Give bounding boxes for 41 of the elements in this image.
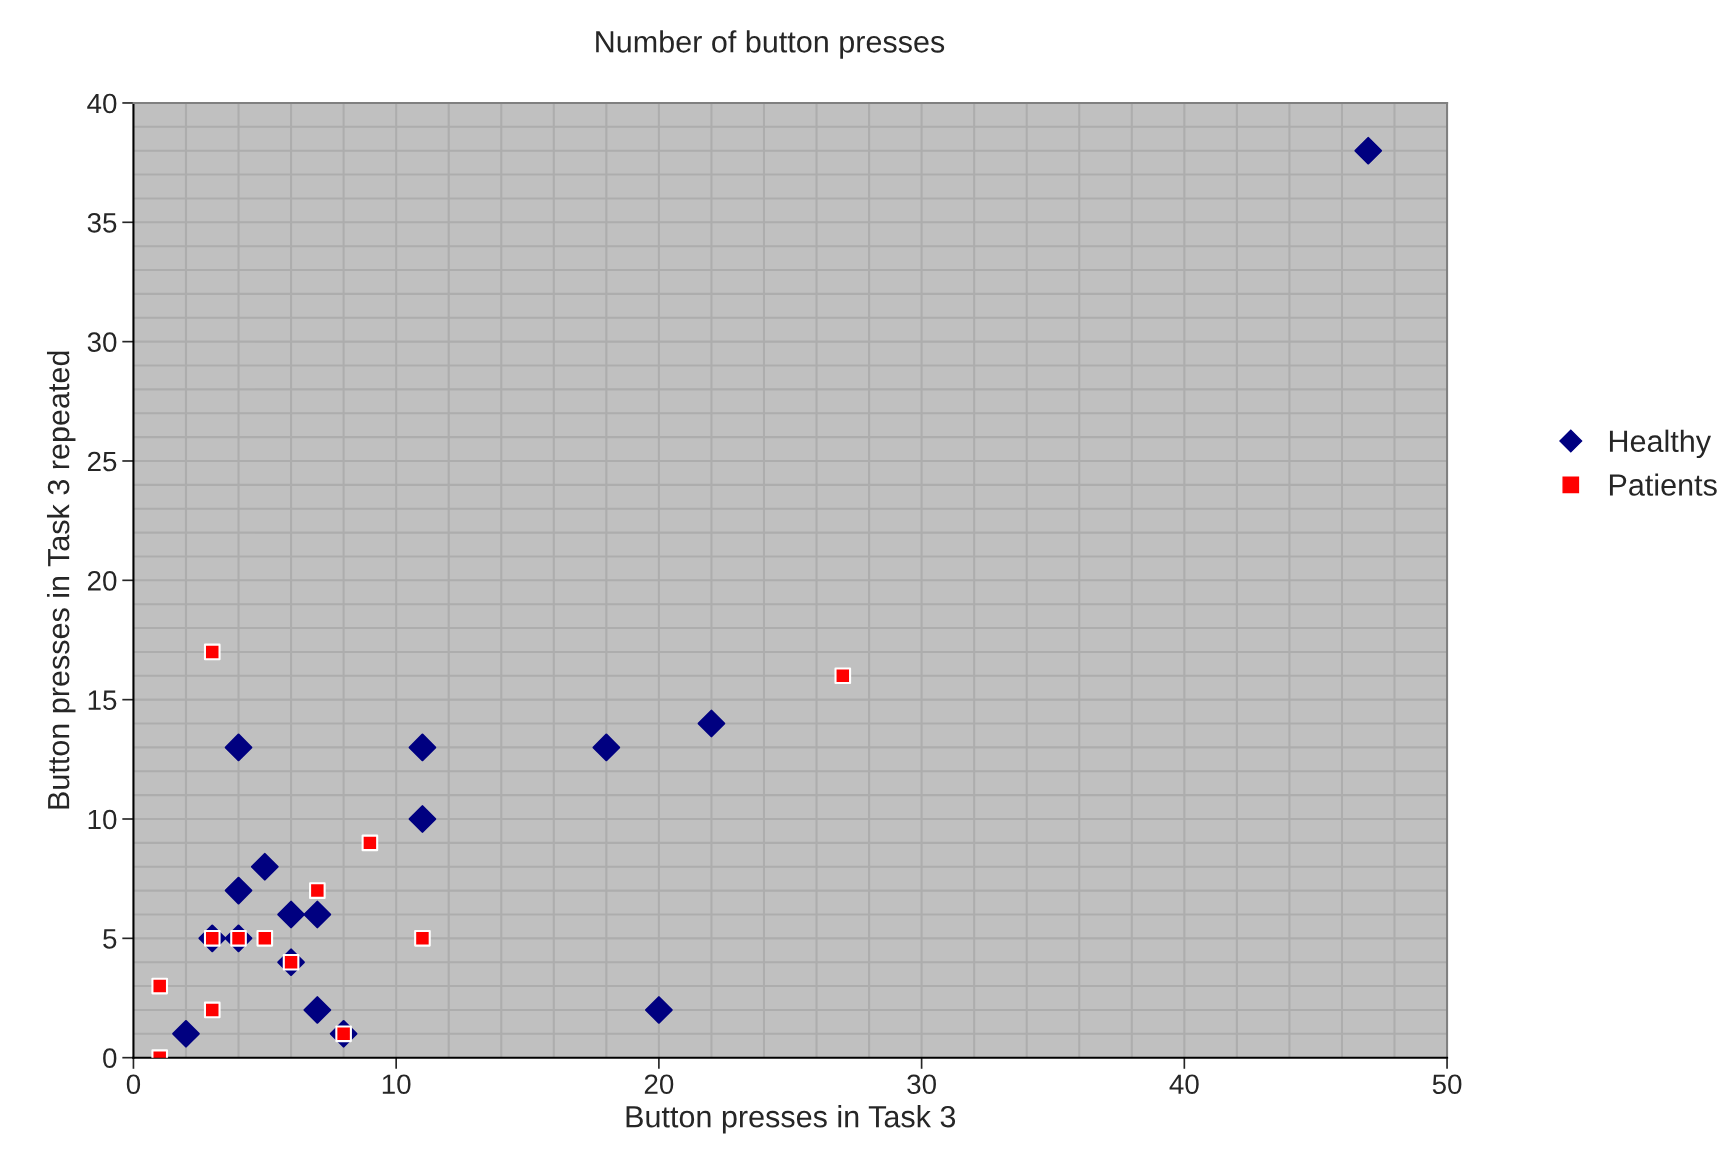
point	[309, 882, 326, 899]
y-tick-label: 20	[87, 570, 117, 591]
point	[151, 977, 169, 995]
x-tick-label: 20	[644, 1074, 674, 1095]
point	[303, 996, 332, 1024]
point	[408, 733, 437, 762]
point	[361, 834, 379, 852]
legend-label: Patients	[1609, 473, 1717, 496]
y-axis-title: Button presses in Task 3 repeated	[46, 351, 76, 809]
y-tick-label: 40	[87, 93, 117, 114]
point	[277, 900, 305, 929]
y-tick-label: 30	[87, 332, 117, 352]
point	[834, 667, 852, 685]
legend-label: Healthy	[1609, 429, 1711, 459]
point	[592, 733, 621, 762]
point	[172, 1019, 200, 1048]
y-tick-label: 35	[87, 212, 117, 233]
point	[408, 805, 437, 833]
point	[414, 930, 431, 947]
x-tick-label: 50	[1432, 1074, 1462, 1095]
x-tick-label: 30	[907, 1074, 936, 1095]
point	[224, 876, 253, 905]
y-tick-label: 15	[88, 690, 117, 710]
x-tick-label: 40	[1169, 1074, 1199, 1095]
y-tick-label: 25	[87, 451, 117, 472]
point	[203, 643, 221, 661]
y-tick-label: 5	[103, 929, 117, 949]
chart-title: Number of button presses	[596, 30, 945, 59]
x-tick-label: 10	[382, 1074, 411, 1095]
point	[1354, 136, 1383, 165]
x-axis-title: Button presses in Task 3	[626, 1105, 956, 1134]
point	[224, 733, 253, 762]
x-tick-label: 0	[126, 1074, 141, 1095]
y-tick-label: 0	[103, 1048, 117, 1069]
point	[256, 930, 274, 947]
point	[645, 996, 673, 1024]
y-tick-label: 10	[88, 809, 117, 830]
point	[203, 1001, 221, 1019]
point	[250, 852, 279, 881]
point	[697, 709, 726, 738]
point	[303, 900, 332, 929]
